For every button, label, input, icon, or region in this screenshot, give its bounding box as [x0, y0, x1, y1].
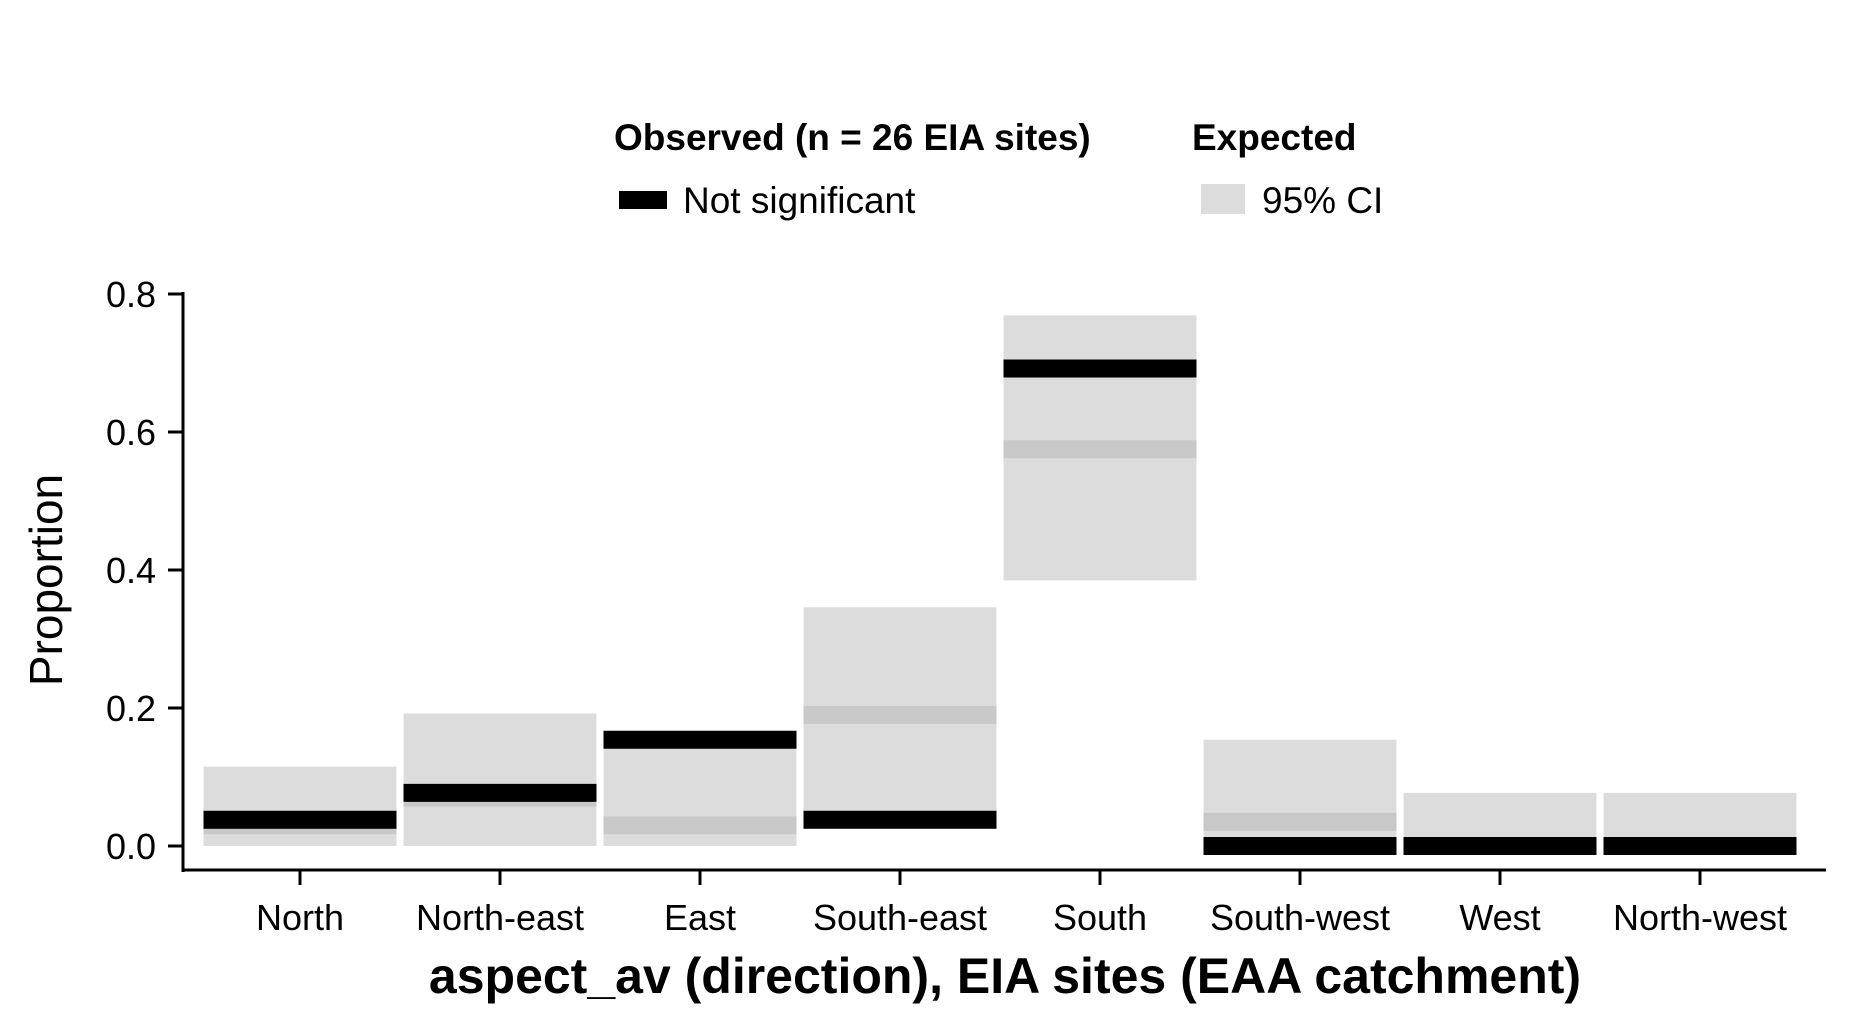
- x-tick-label: North: [256, 897, 344, 938]
- expected-line: [803, 705, 997, 724]
- x-tick-label: West: [1459, 897, 1540, 938]
- expected-line: [1203, 812, 1397, 831]
- observed-line: [1603, 837, 1797, 855]
- observed-line: [603, 730, 797, 749]
- x-tick-label: North-west: [1613, 897, 1787, 938]
- legend-ci-swatch: [1201, 184, 1245, 214]
- y-tick-label: 0.4: [106, 550, 156, 591]
- legend-observed-title: Observed (n = 26 EIA sites): [614, 117, 1091, 158]
- observed-line: [203, 810, 397, 829]
- observed-line: [803, 810, 997, 829]
- x-axis-title: aspect_av (direction), EIA sites (EAA ca…: [429, 948, 1581, 1004]
- x-tick-label: North-east: [416, 897, 584, 938]
- observed-line: [1203, 837, 1397, 855]
- ci-band: [403, 713, 597, 846]
- y-tick-label: 0.6: [106, 412, 156, 453]
- legend-observed-label: Not significant: [683, 180, 916, 221]
- y-tick-label: 0.0: [106, 826, 156, 867]
- expected-line: [603, 816, 797, 835]
- observed-lines: [203, 359, 1797, 855]
- ci-bands: [203, 315, 1797, 846]
- x-tick-label: East: [664, 897, 736, 938]
- x-ticks: North North-east East South-east South South-…: [256, 870, 1787, 938]
- x-tick-label: South: [1053, 897, 1147, 938]
- legend-expected-title: Expected: [1192, 117, 1357, 158]
- x-tick-label: South-west: [1210, 897, 1390, 938]
- legend-observed-swatch: [619, 191, 667, 209]
- expected-line: [1003, 440, 1197, 459]
- y-axis-title: Proportion: [20, 474, 72, 686]
- y-tick-label: 0.8: [106, 274, 156, 315]
- observed-line: [1003, 359, 1197, 378]
- observed-line: [1403, 837, 1597, 855]
- legend-ci-label: 95% CI: [1262, 180, 1383, 221]
- y-ticks: 0.0 0.2 0.4 0.6 0.8: [106, 274, 183, 867]
- y-tick-label: 0.2: [106, 688, 156, 729]
- observed-line: [403, 783, 597, 802]
- legend: Observed (n = 26 EIA sites) Not signific…: [614, 117, 1383, 221]
- x-tick-label: South-east: [813, 897, 987, 938]
